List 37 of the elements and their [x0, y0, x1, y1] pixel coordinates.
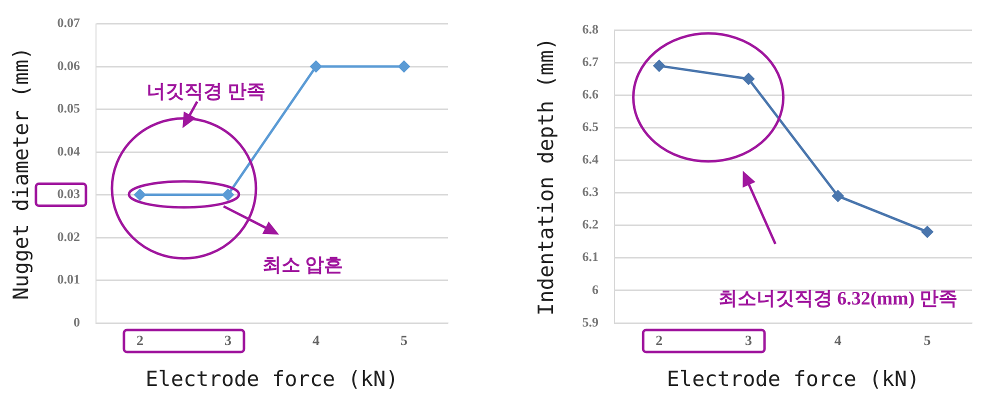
y-axis-title: Indentation depth (mm): [534, 37, 558, 316]
point: [922, 226, 934, 238]
x-tick-label: 2: [136, 334, 144, 350]
y-tick-label: 0.04: [57, 143, 80, 158]
point: [653, 60, 665, 72]
y-tick-label: 5.9: [582, 314, 599, 330]
x-axis-title: Electrode force (kN): [666, 366, 920, 391]
y-tick-label: 0.05: [57, 100, 80, 116]
x-tick-label: 2: [656, 334, 663, 350]
y-tick-label: 6.2: [582, 216, 598, 232]
y-tick-label: 6.4: [582, 152, 599, 167]
x-axis-title: Electrode force (kN): [146, 366, 398, 391]
x-tick-label: 3: [745, 334, 752, 350]
point: [742, 73, 754, 85]
x-tick-label: 3: [224, 334, 232, 350]
y-tick-label: 0.06: [57, 58, 80, 73]
x-tick-label: 5: [924, 334, 931, 350]
y-tick-label: 6.6: [582, 86, 599, 102]
annotation: 너깃직경 만족: [146, 82, 266, 103]
y-tick-label: 6.7: [582, 54, 599, 69]
y-tick-label: 0.07: [57, 15, 80, 30]
point: [832, 190, 844, 202]
y-tick-label: 6.5: [582, 119, 599, 134]
y-tick-label: 6.1: [582, 249, 598, 264]
y-tick-label: 0: [73, 314, 80, 330]
x-tick-label: 4: [312, 334, 320, 350]
y-tick-label: 6.8: [582, 21, 599, 36]
y-tick-label: 6: [592, 282, 599, 297]
y-tick-label: 0.01: [57, 272, 80, 287]
x-tick-label: 5: [400, 334, 408, 350]
annotation: 최소 압흔: [262, 255, 344, 276]
y-tick-label: 0.02: [57, 228, 80, 244]
annotation: 최소너깃직경 6.32(mm) 만족: [718, 288, 958, 310]
x-tick-label: 4: [834, 334, 842, 350]
y-tick-label: 0.03: [57, 186, 80, 202]
y-tick-label: 6.3: [582, 184, 599, 200]
y-axis-title: Nugget diameter (mm): [9, 46, 34, 300]
